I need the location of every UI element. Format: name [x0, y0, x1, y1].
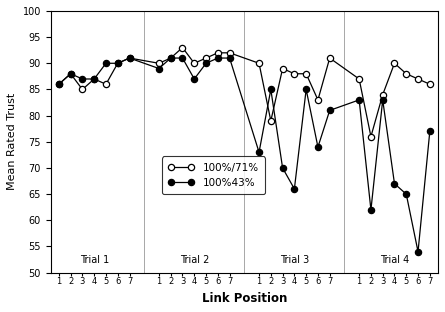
100%43%: [392, 182, 397, 186]
100%43%: [315, 145, 320, 149]
100%/71%: [203, 56, 209, 60]
100%43%: [268, 88, 274, 91]
100%/71%: [392, 61, 397, 65]
100%43%: [56, 82, 61, 86]
100%/71%: [92, 77, 97, 81]
100%/71%: [103, 82, 109, 86]
100%43%: [192, 77, 197, 81]
100%43%: [427, 129, 433, 133]
100%/71%: [180, 46, 185, 50]
100%/71%: [56, 82, 61, 86]
100%43%: [356, 98, 362, 102]
100%43%: [168, 56, 174, 60]
100%43%: [156, 67, 162, 71]
100%43%: [92, 77, 97, 81]
100%43%: [68, 72, 73, 76]
100%43%: [256, 150, 262, 154]
100%43%: [127, 56, 132, 60]
Line: 100%/71%: 100%/71%: [56, 44, 433, 140]
100%/71%: [315, 98, 320, 102]
100%43%: [103, 61, 109, 65]
100%43%: [380, 98, 385, 102]
100%43%: [368, 208, 374, 212]
100%/71%: [303, 72, 309, 76]
100%/71%: [156, 61, 162, 65]
100%43%: [292, 187, 297, 191]
Text: Trial 1: Trial 1: [80, 255, 109, 265]
100%43%: [203, 61, 209, 65]
100%/71%: [415, 77, 421, 81]
100%/71%: [356, 77, 362, 81]
Text: Trial 3: Trial 3: [280, 255, 309, 265]
100%/71%: [127, 56, 132, 60]
100%/71%: [327, 56, 332, 60]
100%/71%: [427, 82, 433, 86]
100%/71%: [168, 56, 174, 60]
Legend: 100%/71%, 100%43%: 100%/71%, 100%43%: [162, 156, 265, 194]
100%43%: [227, 56, 232, 60]
X-axis label: Link Position: Link Position: [202, 292, 287, 305]
100%/71%: [368, 135, 374, 139]
100%/71%: [280, 67, 285, 71]
100%43%: [415, 250, 421, 254]
100%43%: [280, 166, 285, 170]
100%/71%: [292, 72, 297, 76]
100%43%: [327, 109, 332, 112]
Text: Trial 4: Trial 4: [380, 255, 409, 265]
Y-axis label: Mean Rated Trust: Mean Rated Trust: [7, 93, 17, 190]
100%/71%: [80, 88, 85, 91]
100%/71%: [68, 72, 73, 76]
100%43%: [180, 56, 185, 60]
100%/71%: [404, 72, 409, 76]
100%/71%: [380, 93, 385, 96]
100%43%: [303, 88, 309, 91]
100%/71%: [192, 61, 197, 65]
100%43%: [80, 77, 85, 81]
100%/71%: [256, 61, 262, 65]
100%/71%: [227, 51, 232, 55]
100%43%: [215, 56, 221, 60]
100%/71%: [268, 119, 274, 123]
100%/71%: [115, 61, 121, 65]
Line: 100%43%: 100%43%: [56, 55, 433, 255]
100%43%: [404, 192, 409, 196]
Text: Trial 2: Trial 2: [180, 255, 209, 265]
100%43%: [115, 61, 121, 65]
100%/71%: [215, 51, 221, 55]
